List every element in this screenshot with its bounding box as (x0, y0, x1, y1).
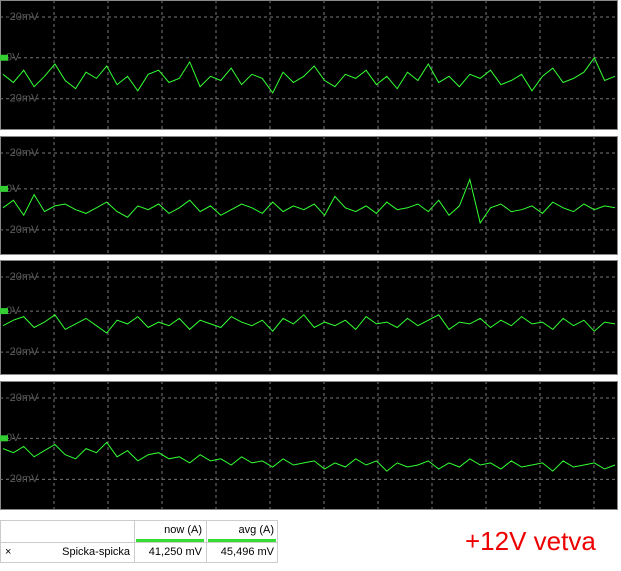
level-label: -20mV (6, 224, 39, 236)
level-label: -20mV (6, 392, 39, 404)
column-header: now (A) (164, 524, 202, 536)
panel-border (0, 381, 618, 510)
trace (2, 56, 616, 94)
level-label: -20mV (6, 473, 39, 485)
column-header: avg (A) (239, 524, 274, 536)
row-delete[interactable]: × (5, 546, 11, 558)
level-label: 0V (6, 183, 20, 195)
level-label: -20mV (6, 346, 39, 358)
separator (0, 256, 618, 259)
header-bar (136, 539, 204, 542)
panel-border (0, 0, 618, 130)
separator (0, 131, 618, 134)
row-value: 41,250 mV (149, 546, 203, 558)
panel-background (0, 381, 618, 510)
panel-border (0, 260, 618, 375)
channel-marker (0, 308, 8, 315)
channel-marker (0, 54, 8, 61)
caption: +12V vetva (465, 526, 596, 556)
panel-background (0, 0, 618, 130)
level-label: -20mV (6, 11, 39, 23)
level-label: -20mV (6, 271, 39, 283)
row-value: 45,496 mV (221, 546, 275, 558)
level-label: 0V (6, 52, 20, 64)
trace (2, 177, 616, 225)
separator (0, 376, 618, 379)
level-label: 0V (6, 305, 20, 317)
panel-border (0, 136, 618, 255)
level-label: -20mV (6, 147, 39, 159)
trace (2, 441, 616, 472)
panel-background (0, 136, 618, 255)
row-name: Spicka-spicka (62, 546, 131, 558)
level-label: -20mV (6, 93, 39, 105)
trace (2, 314, 616, 334)
channel-marker (0, 435, 8, 442)
header-bar (208, 539, 276, 542)
panel-background (0, 260, 618, 375)
level-label: 0V (6, 432, 20, 444)
channel-marker (0, 185, 8, 192)
